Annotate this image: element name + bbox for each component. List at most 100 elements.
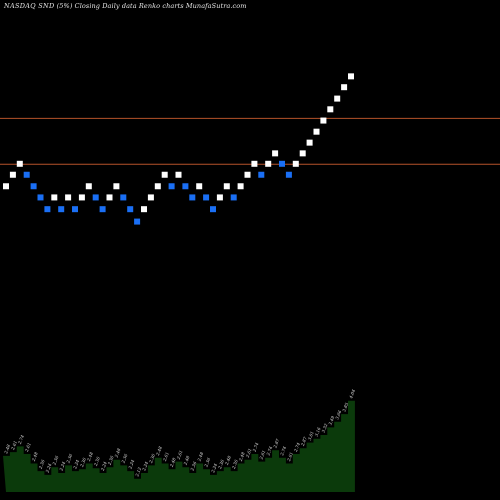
- volume-label: 2.36: [217, 459, 225, 471]
- renko-brick: [65, 194, 72, 201]
- renko-brick: [292, 160, 299, 167]
- volume-label: 2.87: [272, 438, 280, 450]
- renko-brick: [279, 160, 285, 167]
- renko-brick: [244, 171, 251, 178]
- renko-brick: [120, 194, 127, 201]
- renko-brick: [141, 206, 147, 213]
- renko-brick: [182, 183, 189, 190]
- chart-title-suffix: Closing Daily data Renko charts MunafaSu…: [74, 2, 247, 10]
- chart-title-separator: (5%): [56, 2, 73, 10]
- volume-label: 2.24: [99, 461, 107, 473]
- renko-brick: [272, 150, 279, 157]
- volume-label: 2.48: [113, 447, 121, 459]
- renko-brick: [51, 194, 58, 201]
- renko-brick: [37, 194, 44, 201]
- volume-label: 2.36: [231, 459, 239, 471]
- renko-brick: [237, 183, 244, 190]
- renko-brick: [23, 171, 30, 178]
- volume-label: 2.48: [155, 445, 163, 457]
- volume-label: 2.36: [203, 457, 211, 469]
- volume-label: 2.74: [17, 434, 25, 446]
- renko-brick: [348, 73, 354, 80]
- renko-brick: [3, 183, 9, 190]
- renko-brick: [30, 183, 37, 190]
- volume-label: 2.24: [141, 461, 149, 473]
- volume-label: 2.36: [79, 457, 87, 469]
- volume-label: 3.32: [321, 423, 329, 434]
- renko-brick: [223, 183, 230, 190]
- renko-brick: [203, 194, 210, 201]
- volume-label: 3.01: [307, 430, 315, 440]
- volume-label: 2.12: [134, 466, 142, 478]
- volume-label: 2.61: [10, 440, 18, 451]
- renko-brick: [99, 206, 106, 213]
- volume-label: 3.66: [334, 409, 342, 420]
- chart-title-symbol: NASDAQ SND: [4, 2, 55, 10]
- volume-label: 2.48: [182, 455, 190, 467]
- volume-label: 2.48: [168, 457, 176, 469]
- volume-label: 2.36: [148, 453, 156, 465]
- volume-label: 2.74: [251, 442, 259, 454]
- renko-brick: [113, 183, 120, 190]
- volume-label: 4.04: [348, 388, 356, 400]
- volume-label: 2.61: [258, 449, 266, 460]
- renko-brick: [334, 95, 341, 102]
- volume-label: 2.61: [175, 449, 183, 460]
- renko-brick: [306, 139, 313, 146]
- renko-brick: [210, 206, 216, 213]
- renko-brick: [299, 150, 306, 157]
- renko-brick: [230, 194, 237, 201]
- renko-brick: [147, 194, 154, 201]
- volume-label: 2.61: [24, 442, 32, 453]
- volume-label: 2.36: [189, 461, 197, 473]
- renko-brick: [44, 206, 51, 213]
- volume-label: 2.48: [224, 455, 232, 467]
- renko-brick: [168, 183, 175, 190]
- volume-label: 2.24: [44, 462, 52, 474]
- volume-label: 2.48: [86, 451, 94, 463]
- renko-brick: [72, 206, 78, 213]
- renko-brick: [327, 106, 334, 113]
- volume-label: 3.85: [341, 402, 349, 413]
- renko-brick: [9, 171, 16, 178]
- renko-brick: [78, 194, 85, 201]
- volume-label: 2.36: [51, 455, 59, 467]
- renko-brick: [58, 206, 65, 213]
- renko-brick: [285, 171, 292, 178]
- renko-brick: [320, 117, 327, 124]
- volume-label: 3.49: [328, 415, 336, 426]
- volume-label: 2.87: [300, 436, 308, 448]
- volume-label: 3.16: [314, 426, 322, 437]
- volume-label: 2.36: [37, 459, 45, 471]
- volume-label: 2.61: [244, 448, 252, 459]
- volume-label: 2.36: [93, 456, 101, 468]
- renko-brick: [92, 194, 99, 201]
- volume-label: 2.48: [196, 451, 204, 463]
- volume-label: 2.61: [162, 451, 170, 462]
- volume-label: 2.36: [120, 453, 128, 465]
- volume-label: 2.48: [3, 443, 11, 455]
- volume-label: 2.24: [127, 459, 135, 471]
- renko-brick: [189, 194, 196, 201]
- renko-brick: [341, 84, 348, 91]
- volume-label: 2.24: [210, 462, 218, 474]
- volume-label: 2.36: [65, 453, 73, 465]
- renko-brick: [16, 160, 23, 167]
- renko-brick: [106, 194, 113, 201]
- volume-label: 2.24: [72, 459, 80, 471]
- renko-brick: [251, 160, 258, 167]
- renko-brick: [85, 183, 92, 190]
- volume-area: [3, 400, 355, 492]
- renko-brick: [265, 160, 272, 167]
- renko-brick: [175, 171, 182, 178]
- volume-label: 2.61: [286, 451, 294, 462]
- renko-brick: [134, 218, 141, 225]
- volume-label: 2.74: [265, 445, 273, 457]
- volume-label: 2.24: [58, 461, 66, 473]
- renko-brick: [161, 171, 168, 178]
- volume-label: 2.74: [293, 442, 301, 454]
- renko-brick: [313, 128, 320, 135]
- volume-label: 2.48: [30, 451, 38, 463]
